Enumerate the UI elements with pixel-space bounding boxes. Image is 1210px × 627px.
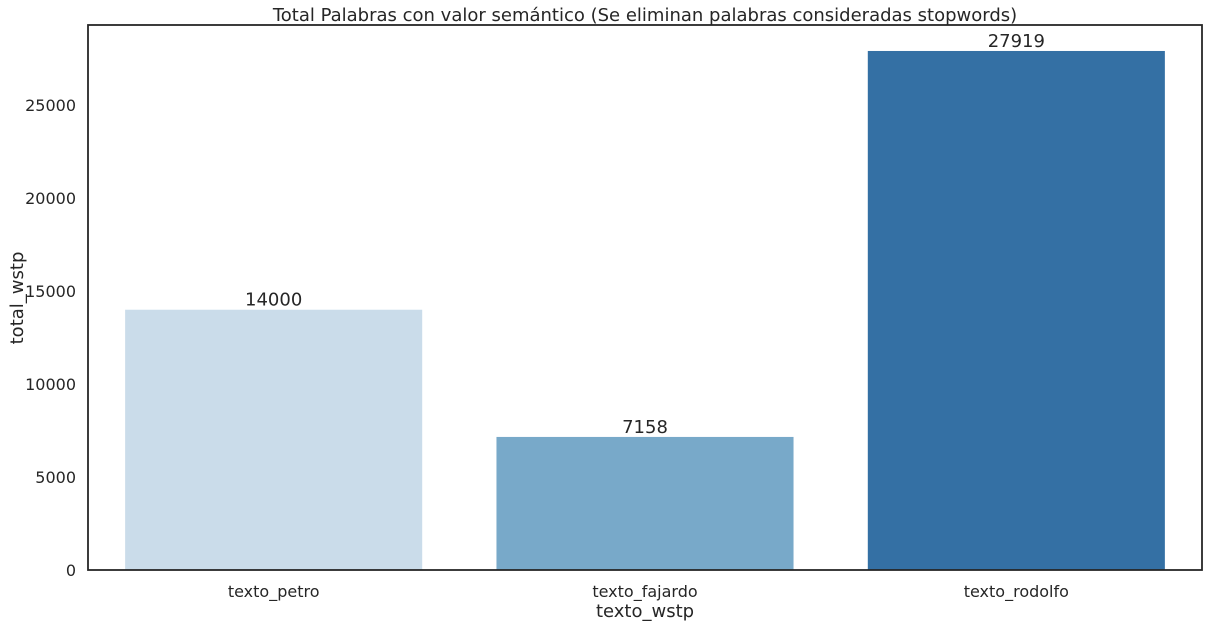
y-tick-label-15000: 15000 <box>25 282 76 301</box>
data-label-texto_fajardo: 7158 <box>622 417 668 438</box>
x-axis-label: texto_wstp <box>596 601 694 622</box>
data-label-texto_rodolfo: 27919 <box>988 31 1045 52</box>
data-label-texto_petro: 14000 <box>245 290 302 311</box>
y-axis-label: total_wstp <box>7 252 28 345</box>
y-tick-label-0: 0 <box>66 561 76 580</box>
y-axis-ticks: 0 5000 10000 15000 20000 25000 <box>25 96 76 580</box>
bar-texto_rodolfo <box>867 50 1165 571</box>
x-tick-label-texto_petro: texto_petro <box>228 582 320 602</box>
data-labels-group: 14000 7158 27919 <box>245 31 1045 438</box>
x-tick-label-texto_fajardo: texto_fajardo <box>592 582 697 602</box>
x-axis-ticks: texto_petro texto_fajardo texto_rodolfo <box>228 582 1069 602</box>
y-tick-label-20000: 20000 <box>25 189 76 208</box>
bar-texto_fajardo <box>496 436 794 570</box>
y-tick-label-25000: 25000 <box>25 96 76 115</box>
y-tick-label-5000: 5000 <box>35 468 76 487</box>
bar-texto_petro <box>125 309 423 570</box>
plot-frame <box>87 24 1203 571</box>
x-tick-label-texto_rodolfo: texto_rodolfo <box>964 582 1069 602</box>
chart-title: Total Palabras con valor semántico (Se e… <box>272 5 1017 26</box>
y-tick-label-10000: 10000 <box>25 375 76 394</box>
bars-group <box>125 50 1165 571</box>
